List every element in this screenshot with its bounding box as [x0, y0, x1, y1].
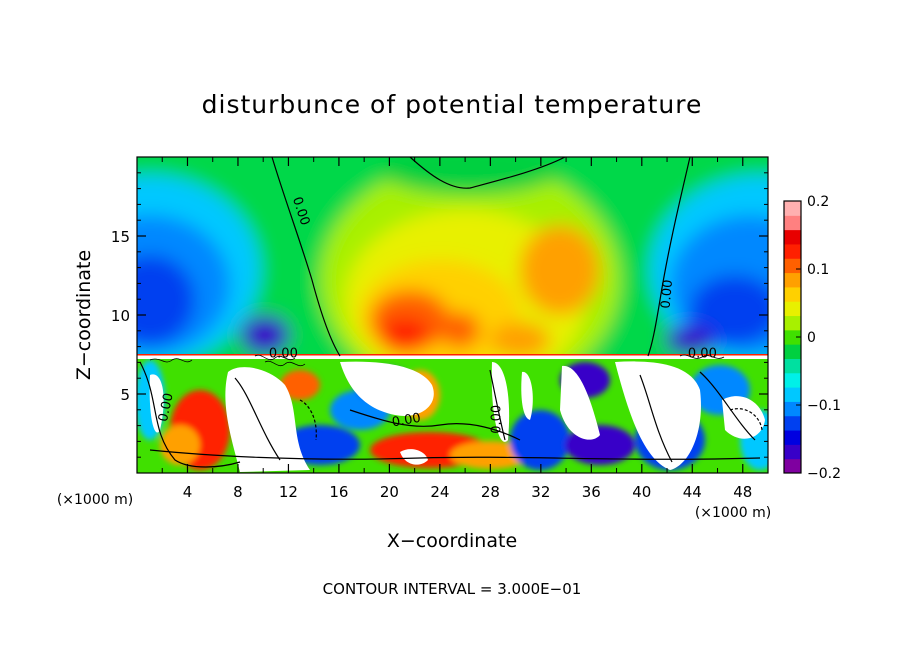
x-tick-label: 40 — [632, 483, 651, 501]
contour-ripples — [149, 354, 725, 367]
y-axis-label: Z−coordinate — [73, 250, 95, 380]
contour-lines — [139, 157, 763, 468]
y-tick-label: 10 — [111, 307, 130, 325]
x-tick-label: 20 — [380, 483, 399, 501]
x-tick-label: 32 — [531, 483, 550, 501]
x-unit-right: (×1000 m) — [695, 505, 771, 521]
contour-label: 0.00 — [688, 347, 717, 362]
colorbar-swatch — [784, 201, 801, 216]
colorbar-tick-label: −0.2 — [807, 466, 841, 482]
contour-label: 0.00 — [269, 347, 298, 362]
x-tick-label: 48 — [733, 483, 752, 501]
interface-band — [137, 355, 768, 359]
colorbar-tick-label: −0.1 — [807, 398, 841, 414]
colorbar-swatch — [784, 444, 801, 460]
colorbar-swatch — [784, 329, 801, 345]
upper-field — [137, 157, 768, 473]
colorbar-tick-label: 0.1 — [807, 262, 829, 278]
colorbar-swatch — [784, 387, 801, 402]
colorbar-swatch — [784, 243, 801, 259]
chart-title: disturbunce of potential temperature — [202, 90, 703, 119]
colorbar-swatch — [784, 344, 801, 359]
colorbar-tick-label: 0.2 — [807, 194, 829, 210]
colorbar-swatch — [784, 229, 801, 245]
x-tick-label: 36 — [582, 483, 601, 501]
plot-area: 0.000.000.00 0.00 0.000.00 0.00 — [137, 157, 768, 473]
contour-label: 0.00 — [489, 405, 504, 434]
colorbar-tick-label: 0 — [807, 330, 816, 346]
colorbar-swatch — [784, 272, 801, 288]
y-axis: 5 10 15 — [111, 172, 768, 458]
x-tick-label: 4 — [183, 483, 193, 501]
x-tick-label: 28 — [481, 483, 500, 501]
contour-label: 0.00 — [156, 392, 177, 423]
colorbar-swatch — [784, 358, 801, 374]
x-axis-label: X−coordinate — [387, 530, 517, 552]
colorbar-swatch — [784, 286, 801, 302]
colorbar-swatch — [784, 301, 801, 317]
y-tick-label: 5 — [120, 386, 130, 404]
contour-labels: 0.000.000.00 0.00 0.000.00 0.00 — [156, 195, 717, 434]
contour-label: 0.00 — [391, 411, 422, 431]
x-tick-label: 8 — [233, 483, 243, 501]
x-tick-label: 16 — [329, 483, 348, 501]
colorbar-swatch — [784, 401, 801, 417]
x-tick-label: 44 — [683, 483, 702, 501]
x-axis: 4 8 12 16 20 24 28 32 36 40 44 48 — [161, 157, 752, 501]
contour-interval-note: CONTOUR INTERVAL = 3.000E−01 — [323, 580, 582, 598]
colorbar-swatch — [784, 258, 801, 274]
interface-line — [137, 354, 768, 356]
y-tick-label: 15 — [111, 228, 130, 246]
colorbar-swatch — [784, 372, 801, 388]
lower-field — [137, 358, 768, 473]
colorbar-swatch — [784, 215, 801, 231]
colorbar: 0.2 0.1 0 −0.1 −0.2 — [783, 194, 841, 482]
x-tick-label: 12 — [279, 483, 298, 501]
colorbar-swatch — [784, 458, 801, 474]
colorbar-swatch — [784, 415, 801, 431]
contour-label: 0.00 — [659, 279, 676, 309]
colorbar-swatch — [784, 315, 801, 331]
colorbar-swatch — [784, 430, 801, 445]
x-tick-label: 24 — [430, 483, 449, 501]
x-unit-left: (×1000 m) — [57, 492, 133, 508]
